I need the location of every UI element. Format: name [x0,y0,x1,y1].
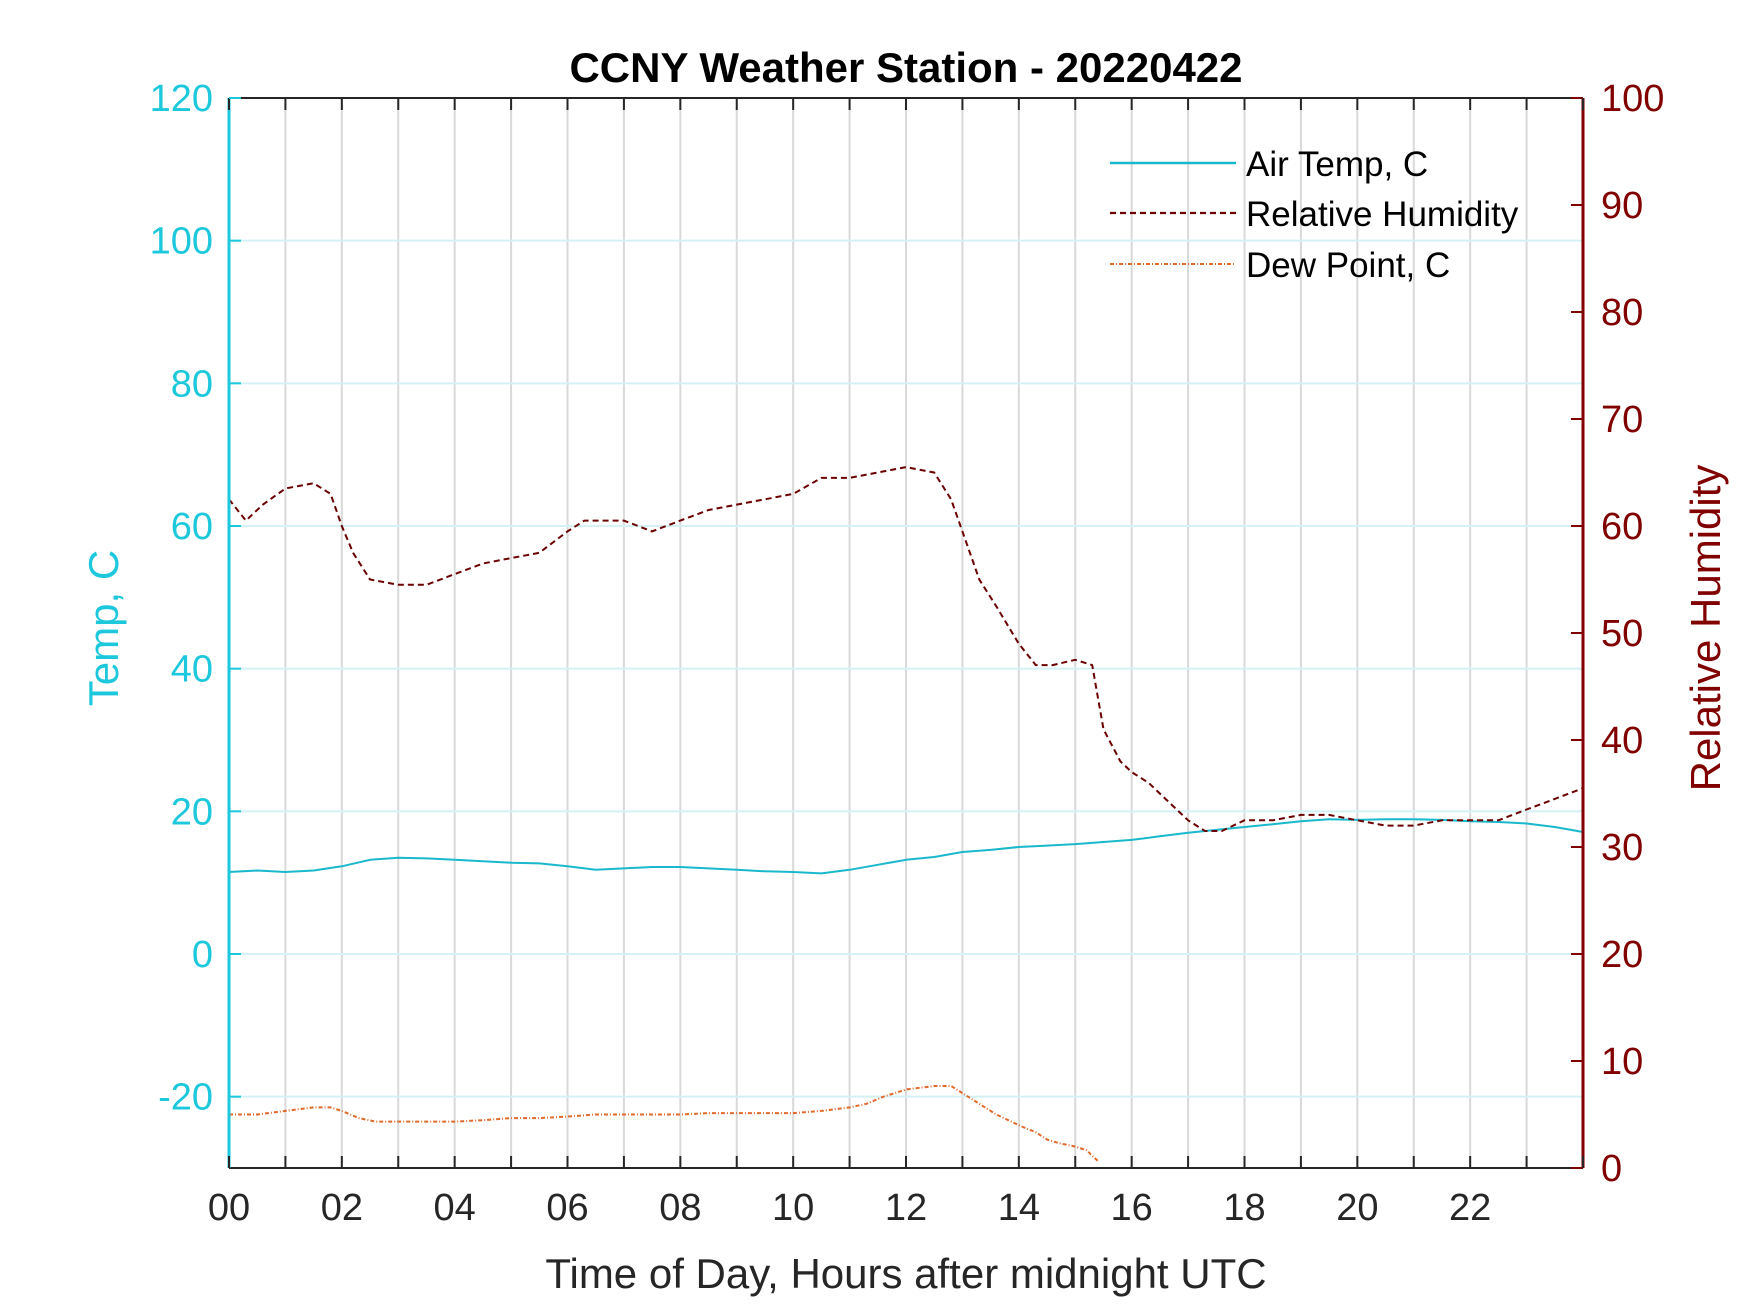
right-tick-label: 90 [1601,185,1643,227]
x-axis-label: Time of Day, Hours after midnight UTC [545,1250,1266,1297]
left-tick-label: 40 [171,649,213,691]
x-tick-label: 06 [546,1187,588,1229]
x-tick-label: 22 [1449,1187,1491,1229]
right-tick-label: 60 [1601,506,1643,548]
x-tick-label: 16 [1111,1187,1153,1229]
x-tick-label: 02 [321,1187,363,1229]
legend-label-dew-point: Dew Point, C [1246,246,1450,285]
x-tick-label: 08 [659,1187,701,1229]
x-tick-label: 18 [1223,1187,1265,1229]
right-tick-label: 40 [1601,720,1643,762]
right-tick-label: 0 [1601,1148,1622,1190]
x-tick-label: 14 [998,1187,1040,1229]
horizontal-gridlines [229,239,1583,1098]
legend-label-air-temp: Air Temp, C [1246,145,1428,184]
right-tick-label: 100 [1601,78,1664,120]
x-tick-label: 10 [772,1187,814,1229]
x-tick-label: 12 [885,1187,927,1229]
chart-title: CCNY Weather Station - 20220422 [569,44,1242,91]
left-axis-label: Temp, C [80,550,127,706]
series-relative-humidity [228,466,1584,832]
right-tick-label: 50 [1601,613,1643,655]
legend: Air Temp, C Relative Humidity Dew Point,… [1110,145,1519,285]
right-tick-label: 70 [1601,399,1643,441]
legend-label-humidity: Relative Humidity [1246,195,1519,234]
left-tick-label: 80 [171,363,213,405]
right-tick-label: 20 [1601,934,1643,976]
series-dew-point [229,1085,1099,1162]
left-tick-label: 60 [171,506,213,548]
x-tick-label: 04 [434,1187,476,1229]
left-axis-ticks: -20 0 20 40 60 80 100 120 [150,78,241,1119]
right-axis-ticks: 0 10 20 30 40 50 60 70 80 90 100 [1571,78,1664,1190]
left-tick-label: 120 [150,78,213,120]
left-tick-label: 20 [171,791,213,833]
right-tick-label: 30 [1601,827,1643,869]
left-tick-label: 100 [150,221,213,263]
right-tick-label: 10 [1601,1041,1643,1083]
x-axis-ticks: 00 02 04 06 08 10 12 14 16 18 20 22 [208,98,1584,1229]
right-axis-label: Relative Humidity [1682,465,1729,792]
left-tick-label: -20 [158,1077,213,1119]
series-air-temp [228,818,1584,875]
vertical-gridlines [284,98,1528,1168]
right-tick-label: 80 [1601,292,1643,334]
x-tick-label: 00 [208,1187,250,1229]
left-tick-label: 0 [192,934,213,976]
x-tick-label: 20 [1336,1187,1378,1229]
series-layer [228,466,1584,1162]
